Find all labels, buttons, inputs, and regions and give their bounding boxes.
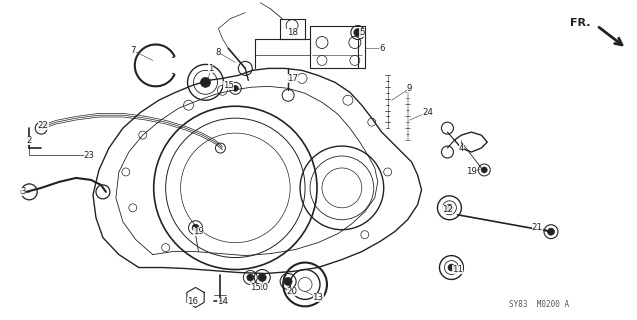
Text: SY83  M0200 A: SY83 M0200 A [509,300,569,309]
Text: 15: 15 [223,81,234,90]
Text: 22: 22 [38,121,48,130]
Text: 2: 2 [27,136,32,145]
Text: 15: 15 [250,283,261,292]
Circle shape [446,204,453,211]
Circle shape [548,228,554,235]
Text: 13: 13 [313,293,324,302]
Text: 12: 12 [442,205,453,214]
Text: 8: 8 [216,48,221,57]
Text: 9: 9 [407,84,412,93]
Text: 18: 18 [287,28,297,37]
Text: 17: 17 [287,74,297,83]
Text: 5: 5 [359,28,364,37]
Text: 21: 21 [531,223,543,232]
Text: 11: 11 [452,265,463,274]
Text: 14: 14 [217,297,228,306]
Text: FR.: FR. [570,18,590,28]
Text: 16: 16 [187,297,198,306]
Text: 19: 19 [466,167,476,176]
Circle shape [354,28,362,36]
Text: 24: 24 [422,108,433,117]
Circle shape [247,274,254,281]
Circle shape [192,224,199,231]
Circle shape [448,264,455,271]
Text: 20: 20 [287,287,297,296]
Circle shape [482,167,487,173]
Text: 19: 19 [193,227,204,236]
Circle shape [233,85,238,91]
Circle shape [201,77,210,87]
Circle shape [284,277,292,285]
Circle shape [258,274,266,282]
Text: 4: 4 [459,144,464,153]
Text: 6: 6 [379,44,385,53]
Text: 10: 10 [257,283,268,292]
Text: 7: 7 [130,46,136,55]
Text: 1: 1 [208,64,213,73]
Text: 23: 23 [83,150,94,160]
Text: 3: 3 [20,188,26,196]
